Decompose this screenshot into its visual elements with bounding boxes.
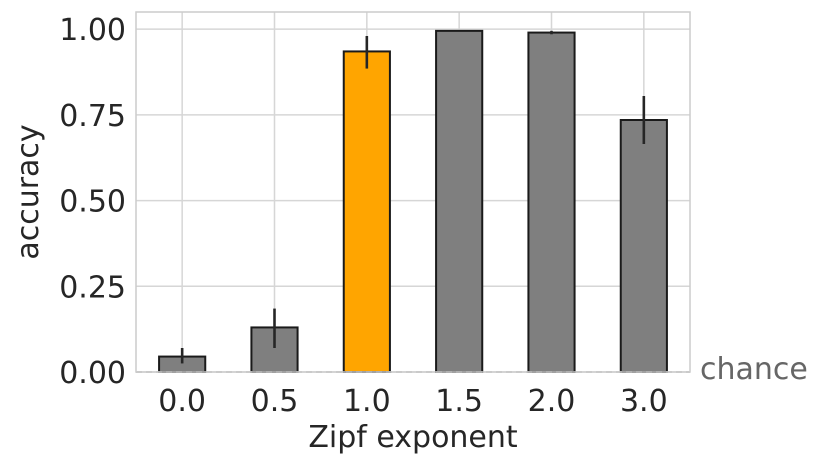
x-tick-label: 1.0 [343, 384, 391, 419]
x-tick-label: 1.5 [435, 384, 483, 419]
y-tick-labels: 0.00 0.25 0.50 0.75 1.00 [59, 13, 126, 391]
y-tick-label: 0.25 [59, 270, 126, 305]
plot-frame [135, 11, 691, 373]
y-tick-label: 1.00 [59, 13, 126, 48]
y-tick-label: 0.50 [59, 185, 126, 220]
bars [158, 29, 668, 374]
bar-1.5 [435, 29, 484, 373]
error-bars [180, 30, 646, 364]
bar-3.0 [619, 119, 668, 373]
y-tick-label: 0.00 [59, 356, 126, 391]
bar-2.0 [527, 31, 576, 373]
x-tick-labels: 0.0 0.5 1.0 1.5 2.0 3.0 [158, 384, 667, 419]
x-tick-label: 0.0 [158, 384, 206, 419]
x-tick-label: 0.5 [251, 384, 299, 419]
x-axis-title: Zipf exponent [308, 420, 518, 455]
x-tick-label: 2.0 [528, 384, 576, 419]
grid [136, 12, 690, 373]
y-axis-title: accuracy [11, 124, 46, 259]
chance-label: chance [700, 352, 808, 387]
y-tick-label: 0.75 [59, 99, 126, 134]
bar-1.0 [342, 50, 391, 374]
x-tick-label: 3.0 [620, 384, 668, 419]
